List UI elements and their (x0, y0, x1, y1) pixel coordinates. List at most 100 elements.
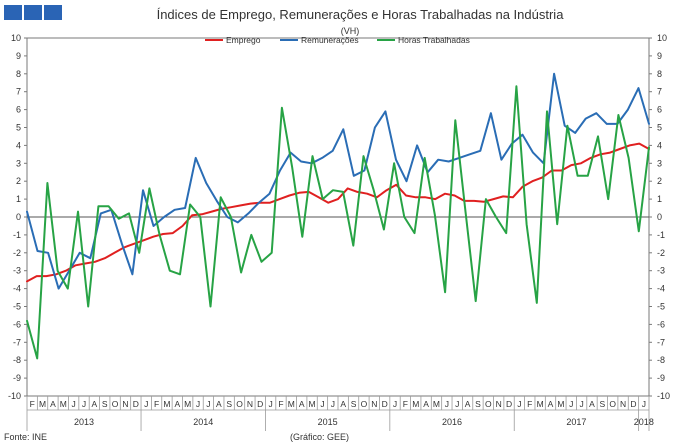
x-month-label: F (30, 399, 35, 409)
x-month-label: J (206, 399, 210, 409)
y-tick-label-right: -6 (657, 319, 665, 329)
x-month-label: M (537, 399, 544, 409)
x-month-label: O (485, 399, 492, 409)
y-tick-label-right: -3 (657, 266, 665, 276)
y-tick-label-left: -5 (13, 302, 21, 312)
y-tick-label-right: -10 (657, 391, 670, 401)
series-line-emprego (26, 142, 650, 283)
x-month-label: A (299, 399, 305, 409)
x-month-label: N (247, 399, 253, 409)
x-month-label: J (144, 399, 148, 409)
x-month-label: J (82, 399, 86, 409)
x-year-label: 2015 (318, 417, 338, 427)
x-month-label: S (600, 399, 606, 409)
y-tick-label-left: 1 (16, 194, 21, 204)
x-month-label: J (517, 399, 521, 409)
x-month-label: J (393, 399, 397, 409)
x-month-label: O (361, 399, 368, 409)
x-month-label: M (184, 399, 191, 409)
y-tick-label-left: -10 (8, 391, 21, 401)
x-month-label: D (257, 399, 263, 409)
y-tick-label-right: -7 (657, 337, 665, 347)
y-tick-label-right: 3 (657, 158, 662, 168)
x-month-label: M (309, 399, 316, 409)
x-month-label: M (163, 399, 170, 409)
x-month-label: D (133, 399, 139, 409)
x-year-label: 2013 (74, 417, 94, 427)
chart-credit: (Gráfico: GEE) (290, 432, 350, 442)
y-tick-label-left: -7 (13, 337, 21, 347)
y-tick-label-right: 2 (657, 176, 662, 186)
x-month-label: F (278, 399, 283, 409)
legend-label: Remunerações (301, 35, 359, 45)
y-tick-label-right: 10 (657, 33, 667, 43)
x-month-label: F (527, 399, 532, 409)
y-tick-label-right: 4 (657, 140, 662, 150)
y-tick-label-right: 0 (657, 212, 662, 222)
y-tick-label-left: 2 (16, 176, 21, 186)
y-tick-label-right: -1 (657, 230, 665, 240)
x-month-label: S (475, 399, 481, 409)
y-tick-label-left: 10 (11, 33, 21, 43)
x-year-label: 2018 (634, 417, 654, 427)
x-month-label: M (60, 399, 67, 409)
x-month-label: S (226, 399, 232, 409)
y-tick-label-left: -4 (13, 284, 21, 294)
chart-title: Índices de Emprego, Remunerações e Horas… (156, 7, 564, 22)
x-month-label: F (154, 399, 159, 409)
y-tick-label-left: 4 (16, 140, 21, 150)
x-month-label: A (92, 399, 98, 409)
source-note: Fonte: INE (4, 432, 48, 442)
y-tick-label-right: -8 (657, 355, 665, 365)
y-tick-label-right: 6 (657, 105, 662, 115)
x-month-label: D (506, 399, 512, 409)
x-month-label: O (609, 399, 616, 409)
y-tick-label-left: 8 (16, 69, 21, 79)
x-month-label: J (196, 399, 200, 409)
x-year-label: 2017 (566, 417, 586, 427)
x-month-label: M (433, 399, 440, 409)
x-month-label: M (412, 399, 419, 409)
x-month-label: M (557, 399, 564, 409)
y-tick-label-left: -9 (13, 373, 21, 383)
x-month-label: A (216, 399, 222, 409)
y-tick-label-right: -2 (657, 248, 665, 258)
brand-logo-block-3 (44, 5, 62, 20)
series-line-remuneracoes (26, 72, 650, 290)
y-tick-label-right: -4 (657, 284, 665, 294)
y-tick-label-right: 1 (657, 194, 662, 204)
x-month-label: J (331, 399, 335, 409)
x-month-label: D (382, 399, 388, 409)
x-month-label: M (39, 399, 46, 409)
x-month-label: N (122, 399, 128, 409)
y-tick-label-left: 3 (16, 158, 21, 168)
y-tick-label-left: 6 (16, 105, 21, 115)
x-month-label: J (268, 399, 272, 409)
x-month-label: A (589, 399, 595, 409)
x-month-label: M (288, 399, 295, 409)
x-month-label: S (102, 399, 108, 409)
y-tick-label-left: 5 (16, 123, 21, 133)
x-year-label: 2014 (193, 417, 213, 427)
x-month-label: J (579, 399, 583, 409)
x-month-label: J (642, 399, 646, 409)
y-tick-label-left: 0 (16, 212, 21, 222)
x-month-label: A (50, 399, 56, 409)
series-line-horas-trabalhadas (26, 85, 650, 360)
x-month-label: A (423, 399, 429, 409)
x-month-label: A (548, 399, 554, 409)
legend-label: Emprego (226, 35, 261, 45)
y-tick-label-left: -2 (13, 248, 21, 258)
x-month-label: A (340, 399, 346, 409)
x-month-label: J (569, 399, 573, 409)
x-month-label: S (351, 399, 357, 409)
x-year-label: 2016 (442, 417, 462, 427)
legend-label: Horas Trabalhadas (398, 35, 470, 45)
y-tick-label-left: -6 (13, 319, 21, 329)
x-month-label: N (371, 399, 377, 409)
y-tick-label-right: 9 (657, 51, 662, 61)
x-month-label: N (620, 399, 626, 409)
x-month-label: J (445, 399, 449, 409)
x-month-label: O (112, 399, 119, 409)
